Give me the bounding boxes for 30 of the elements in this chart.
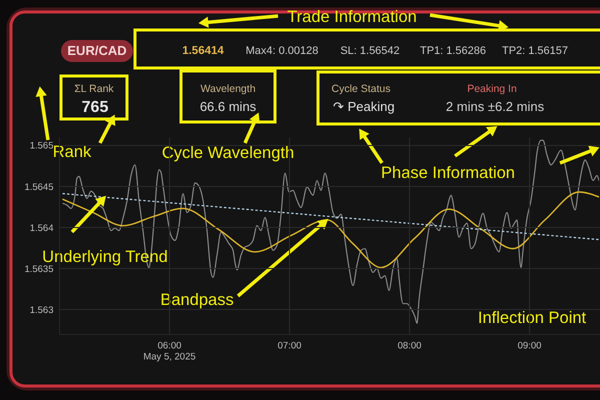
annotation: Bandpass	[160, 291, 234, 309]
x-tick-label: 09:00	[518, 340, 542, 352]
y-tick-label: 1.565	[30, 140, 54, 152]
y-tick-label: 1.5635	[24, 264, 54, 275]
text: ↷ Peaking	[333, 99, 395, 114]
text: Cycle Status	[332, 83, 390, 95]
text: TP1: 1.56286	[420, 45, 486, 57]
y-tick-label: 1.563	[30, 304, 54, 316]
text: 765	[82, 99, 108, 116]
x-tick-label: 07:00	[278, 340, 302, 352]
annotation: Cycle Wavelength	[162, 144, 294, 162]
x-tick-label: 06:00 May 5, 2025	[143, 340, 196, 362]
annotation: Rank	[52, 143, 92, 161]
annotation: Phase Information	[381, 164, 515, 182]
text: ΣL Rank	[74, 83, 114, 95]
text: Max4: 0.00128	[246, 45, 318, 57]
text: 1.56414	[182, 45, 224, 57]
text: Wavelength	[200, 83, 256, 95]
text: Peaking In	[467, 83, 517, 95]
text: TP2: 1.56157	[502, 45, 568, 57]
text: SL: 1.56542	[340, 45, 400, 57]
x-tick-label: 08:00	[398, 340, 422, 352]
annotation: Inflection Point	[478, 309, 587, 327]
y-tick-label: 1.5645	[24, 182, 54, 193]
text: 2 mins ±6.2 mins	[446, 99, 545, 114]
annotation: Underlying Trend	[42, 248, 168, 266]
y-tick-label: 1.564	[30, 222, 54, 234]
chart-title: EUR/CAD	[67, 43, 127, 58]
text: Trade Information	[287, 8, 417, 26]
text: 66.6 mins	[200, 99, 257, 114]
